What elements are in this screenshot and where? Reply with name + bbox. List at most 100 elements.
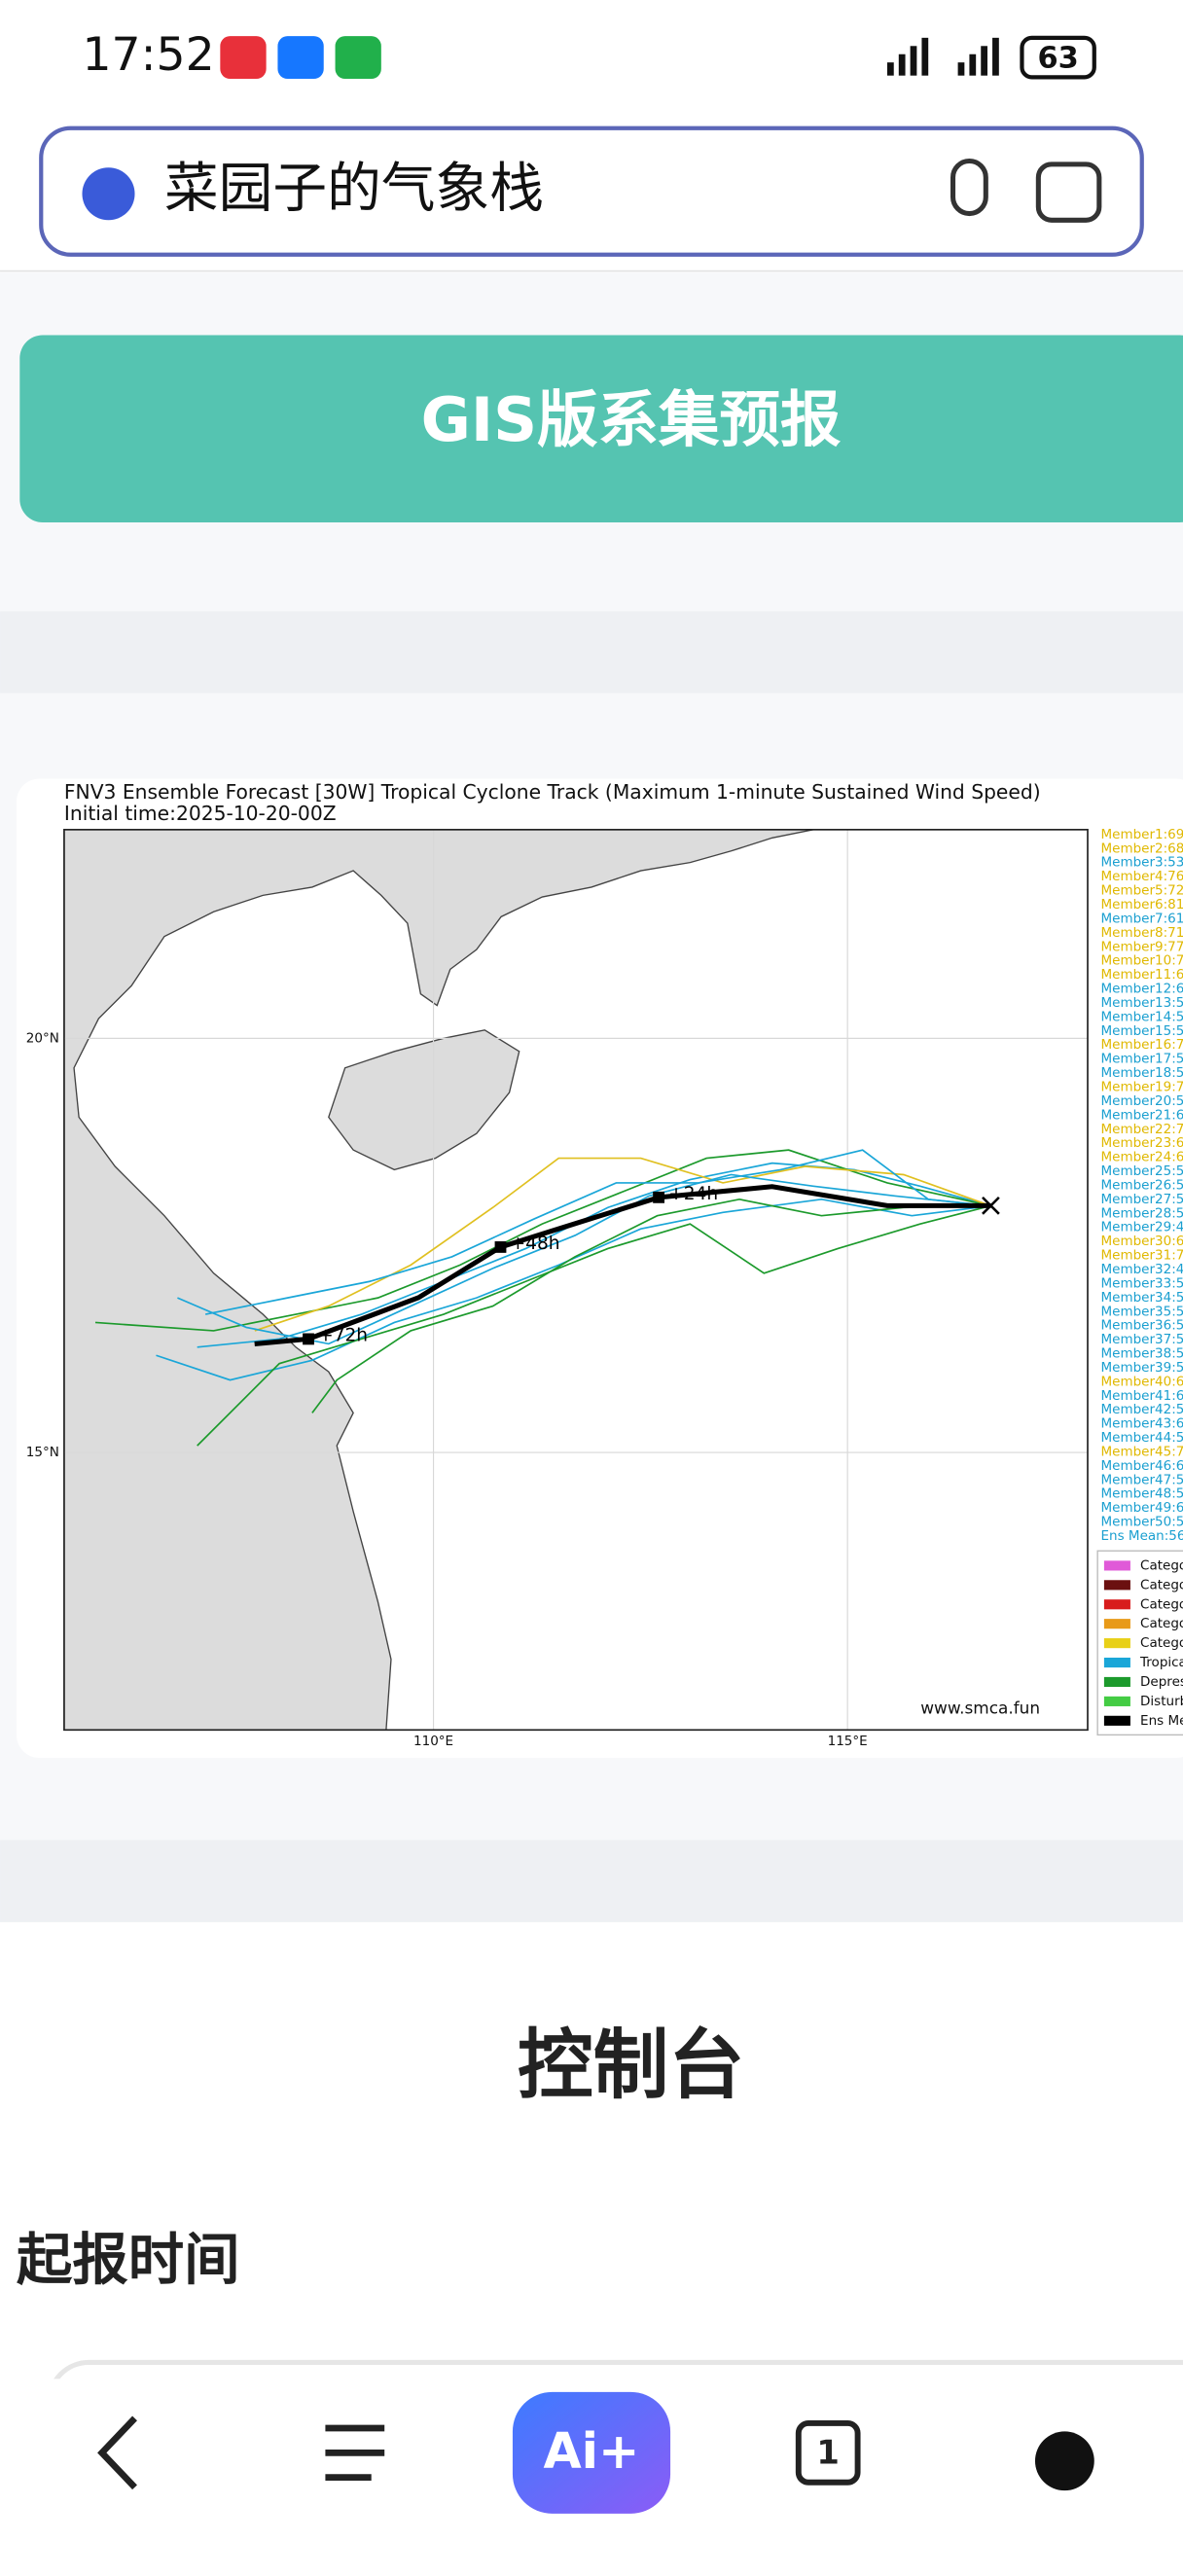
member-legend-entry: Member41:6 bbox=[1101, 1388, 1183, 1404]
baidu-home[interactable] bbox=[1034, 2431, 1094, 2491]
time-label: +72h bbox=[318, 1326, 368, 1346]
time-marker bbox=[653, 1191, 664, 1203]
x-tick-label: 115°E bbox=[828, 1734, 868, 1749]
time-label: +48h bbox=[511, 1234, 560, 1254]
member-legend-entry: Member38:5 bbox=[1101, 1346, 1183, 1362]
gis-button-label: GIS版系集预报 bbox=[421, 384, 842, 455]
member-legend-entry: Member7:61 bbox=[1101, 911, 1183, 926]
member-legend-entry: Member23:6 bbox=[1101, 1135, 1183, 1151]
member-legend-entry: Member5:72 bbox=[1101, 883, 1183, 899]
member-legend-entry: Member17:5 bbox=[1101, 1052, 1183, 1067]
member-legend-entry: Member18:5 bbox=[1101, 1065, 1183, 1081]
category-swatch bbox=[1103, 1638, 1130, 1649]
member-legend-entry: Member37:5 bbox=[1101, 1332, 1183, 1347]
ai-label: Ai+ bbox=[543, 2422, 639, 2480]
member-tracks bbox=[94, 1149, 991, 1447]
signal-icons bbox=[886, 37, 999, 76]
member-legend-entry: Member34:5 bbox=[1101, 1290, 1183, 1306]
member-legend-entry: Member28:5 bbox=[1101, 1205, 1183, 1221]
member-legend-entry: Member27:5 bbox=[1101, 1192, 1183, 1207]
mean-track bbox=[254, 1184, 991, 1347]
member-legend-entry: Member31:7 bbox=[1101, 1248, 1183, 1264]
member-legend-entry: Member33:5 bbox=[1101, 1275, 1183, 1291]
member-track bbox=[156, 1198, 991, 1381]
battery-icon bbox=[1020, 35, 1096, 80]
field-label: 起报时间 bbox=[17, 2228, 240, 2293]
back-button[interactable] bbox=[97, 2415, 137, 2490]
member-legend-entry: Member26:5 bbox=[1101, 1177, 1183, 1193]
member-legend-entry: Member49:6 bbox=[1101, 1500, 1183, 1516]
member-legend-entry: Member8:71 bbox=[1101, 925, 1183, 941]
tabs-button[interactable] bbox=[795, 2419, 861, 2486]
member-legend-entry: Member45:7 bbox=[1101, 1444, 1183, 1459]
category-legend-entry: Depres bbox=[1140, 1674, 1183, 1690]
category-swatch bbox=[1103, 1696, 1130, 1706]
time-label: +24h bbox=[668, 1184, 718, 1204]
ai-button[interactable] bbox=[512, 2391, 671, 2514]
y-tick-label: 20°N bbox=[26, 1030, 59, 1046]
member-legend-entry: Member19:7 bbox=[1101, 1079, 1183, 1094]
member-legend-entry: Member2:68 bbox=[1101, 841, 1183, 856]
category-legend-entry: Catego bbox=[1140, 1577, 1183, 1592]
member-legend-entry: Member30:6 bbox=[1101, 1234, 1183, 1249]
gis-button[interactable] bbox=[19, 335, 1183, 523]
category-swatch bbox=[1103, 1676, 1130, 1688]
search-box[interactable] bbox=[39, 125, 1144, 257]
member-legend-entry: Member3:53 bbox=[1101, 855, 1183, 871]
category-swatch bbox=[1103, 1580, 1130, 1591]
land bbox=[63, 829, 814, 1731]
member-legend-entry: Member14:5 bbox=[1101, 1009, 1183, 1024]
member-legend-entry: Member16:7 bbox=[1101, 1037, 1183, 1053]
category-swatch bbox=[1103, 1560, 1130, 1571]
member-legend-entry: Member50:5 bbox=[1101, 1515, 1183, 1530]
member-legend-entry: Member21:6 bbox=[1101, 1107, 1183, 1123]
member-legend-entry: Member1:69 bbox=[1101, 827, 1183, 842]
category-legend-entry: Catego bbox=[1140, 1596, 1183, 1612]
gap bbox=[0, 1840, 1183, 1922]
map-frame bbox=[63, 828, 1089, 1732]
member-legend-entry: Ens Mean:56 bbox=[1101, 1528, 1183, 1544]
member-legend-entry: Member9:77 bbox=[1101, 939, 1183, 954]
member-legend-entry: Member10:7 bbox=[1101, 953, 1183, 969]
chart-credit: www.smca.fun bbox=[920, 1698, 1040, 1717]
console-heading: 控制台 bbox=[518, 2021, 744, 2109]
member-track bbox=[254, 1157, 991, 1332]
member-legend-entry: Member4:76 bbox=[1101, 869, 1183, 884]
app-icon bbox=[277, 36, 324, 80]
menu-button[interactable] bbox=[325, 2424, 385, 2482]
camera-icon[interactable] bbox=[1035, 161, 1102, 223]
member-legend-entry: Member25:5 bbox=[1101, 1163, 1183, 1179]
category-legend-entry: Disturb bbox=[1140, 1694, 1183, 1709]
member-track bbox=[197, 1204, 991, 1447]
chart-title: FNV3 Ensemble Forecast [30W] Tropical Cy… bbox=[64, 780, 1041, 804]
app-icon bbox=[220, 36, 267, 80]
category-legend-entry: Catego bbox=[1140, 1635, 1183, 1651]
start-marker bbox=[982, 1197, 1000, 1215]
search-query: 菜园子的气象栈 bbox=[164, 158, 544, 221]
time-marker bbox=[494, 1241, 507, 1253]
category-swatch bbox=[1103, 1599, 1130, 1610]
time-marker bbox=[303, 1333, 314, 1345]
category-swatch bbox=[1103, 1657, 1130, 1668]
member-legend-entry: Member35:5 bbox=[1101, 1304, 1183, 1319]
member-legend-entry: Member11:6 bbox=[1101, 967, 1183, 983]
voice-icon[interactable] bbox=[950, 158, 988, 217]
member-legend-entry: Member32:4 bbox=[1101, 1262, 1183, 1277]
member-legend-entry: Member40:6 bbox=[1101, 1374, 1183, 1389]
member-legend-entry: Member12:6 bbox=[1101, 982, 1183, 997]
member-legend-entry: Member48:5 bbox=[1101, 1486, 1183, 1502]
member-legend-entry: Member6:81 bbox=[1101, 897, 1183, 912]
tab-count: 1 bbox=[816, 2434, 840, 2472]
member-legend-entry: Member22:7 bbox=[1101, 1122, 1183, 1137]
member-legend-entry: Member46:6 bbox=[1101, 1458, 1183, 1474]
category-legend-entry: Catego bbox=[1140, 1616, 1183, 1631]
status-time: 17:52 bbox=[82, 28, 214, 82]
x-tick-label: 110°E bbox=[413, 1734, 453, 1749]
app-icon bbox=[335, 36, 381, 80]
hainan-island bbox=[328, 1029, 520, 1171]
y-tick-label: 15°N bbox=[26, 1445, 59, 1460]
member-legend-entry: Member15:5 bbox=[1101, 1023, 1183, 1039]
member-legend-entry: Member42:5 bbox=[1101, 1402, 1183, 1417]
chart: FNV3 Ensemble Forecast [30W] Tropical Cy… bbox=[26, 780, 1183, 1749]
